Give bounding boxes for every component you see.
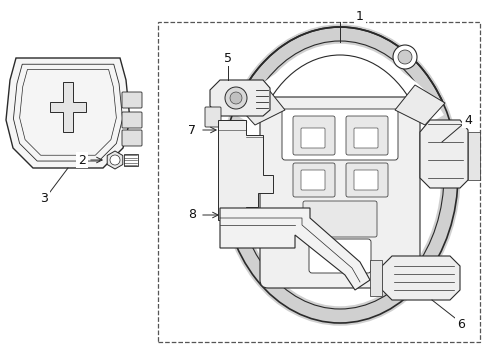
Bar — [468, 132, 480, 180]
FancyBboxPatch shape — [282, 109, 398, 160]
Text: 1: 1 — [356, 9, 364, 22]
Circle shape — [398, 50, 412, 64]
FancyBboxPatch shape — [354, 170, 378, 190]
Polygon shape — [220, 208, 370, 290]
FancyBboxPatch shape — [122, 112, 142, 128]
Polygon shape — [395, 85, 445, 125]
Polygon shape — [420, 120, 468, 188]
FancyBboxPatch shape — [354, 128, 378, 148]
FancyBboxPatch shape — [309, 239, 371, 273]
Ellipse shape — [236, 41, 444, 309]
FancyBboxPatch shape — [293, 163, 335, 197]
FancyBboxPatch shape — [205, 107, 221, 127]
FancyBboxPatch shape — [122, 92, 142, 108]
FancyBboxPatch shape — [122, 130, 142, 146]
Bar — [370, 260, 382, 296]
Text: 3: 3 — [40, 192, 48, 204]
Polygon shape — [235, 85, 285, 125]
Circle shape — [225, 87, 247, 109]
Text: 4: 4 — [464, 113, 472, 126]
Circle shape — [230, 92, 242, 104]
Bar — [124, 154, 138, 166]
Text: 7: 7 — [188, 123, 196, 136]
Polygon shape — [210, 80, 270, 116]
Text: 6: 6 — [457, 318, 465, 330]
Polygon shape — [382, 256, 460, 300]
FancyBboxPatch shape — [260, 97, 420, 288]
FancyBboxPatch shape — [301, 128, 325, 148]
Circle shape — [110, 155, 120, 165]
FancyBboxPatch shape — [230, 210, 242, 220]
FancyBboxPatch shape — [346, 163, 388, 197]
FancyBboxPatch shape — [293, 116, 335, 155]
Ellipse shape — [222, 27, 458, 323]
Polygon shape — [50, 82, 86, 132]
Bar — [158, 22, 480, 342]
Text: 2: 2 — [78, 153, 86, 166]
FancyBboxPatch shape — [346, 116, 388, 155]
Text: 5: 5 — [224, 51, 232, 64]
Wedge shape — [236, 55, 444, 129]
FancyBboxPatch shape — [230, 220, 242, 230]
FancyBboxPatch shape — [301, 170, 325, 190]
Text: 8: 8 — [188, 208, 196, 221]
Polygon shape — [218, 120, 273, 220]
Polygon shape — [107, 151, 123, 169]
FancyBboxPatch shape — [303, 201, 377, 237]
Circle shape — [393, 45, 417, 69]
Polygon shape — [6, 58, 130, 168]
